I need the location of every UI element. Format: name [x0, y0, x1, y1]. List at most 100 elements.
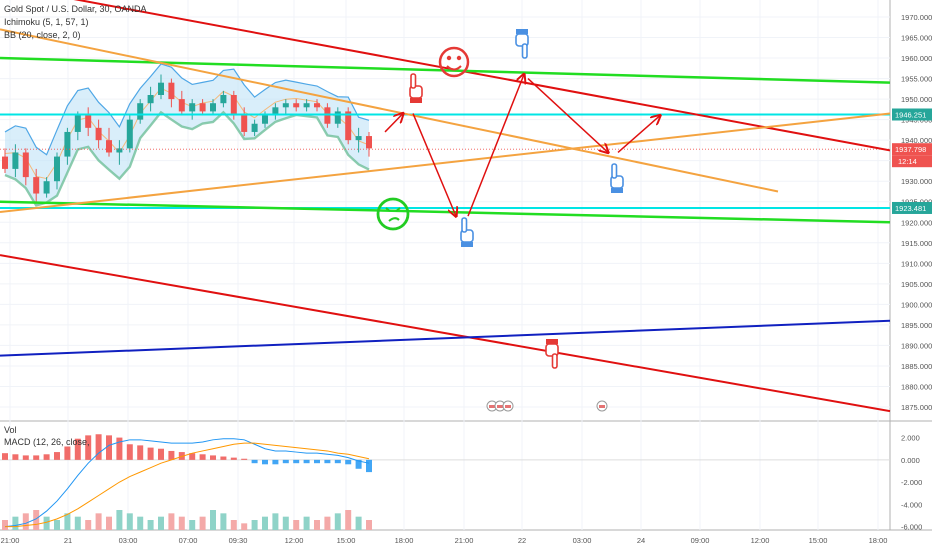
y-tick-label: 1890.000: [901, 341, 932, 350]
projection-arrow: [467, 74, 524, 217]
x-tick-label: 03:00: [119, 536, 138, 545]
candle-body: [210, 103, 216, 112]
volume-bar: [106, 516, 112, 530]
candle-body: [64, 131, 71, 157]
y-tick-label: 1905.000: [901, 280, 932, 289]
flag-mark: [497, 405, 503, 408]
candle-body: [189, 103, 196, 112]
volume-bar: [262, 516, 268, 530]
y-tick-label: 1875.000: [901, 403, 932, 412]
candle-body: [230, 95, 237, 116]
macd-histogram-bar: [74, 438, 81, 460]
volume-bar: [251, 520, 258, 530]
sub-pane-bg: [0, 422, 890, 530]
x-tick-label: 18:00: [869, 536, 888, 545]
candle-body: [366, 136, 372, 149]
smiley-face-icon: [438, 46, 470, 78]
candle-body: [168, 82, 175, 100]
signal-line: [5, 442, 370, 528]
confused-eye: [395, 207, 401, 212]
y-tick-label: 1950.000: [901, 95, 932, 104]
candle-body: [158, 82, 164, 95]
macd-tick-label: 2.000: [901, 434, 920, 443]
hand-finger: [410, 73, 417, 89]
macd-histogram-bar: [85, 435, 92, 460]
macd-histogram-bar: [158, 448, 164, 460]
earnings-flag-icon: [502, 400, 514, 412]
hand-finger: [551, 353, 558, 369]
macd-histogram-bar: [64, 446, 71, 460]
macd-histogram-bar: [293, 459, 300, 464]
macd-histogram-bar: [366, 459, 372, 473]
smiley-eye: [446, 55, 452, 61]
smiley-mouth: [446, 65, 462, 71]
symbol-title[interactable]: Gold Spot / U.S. Dollar, 30, OANDA: [4, 4, 147, 14]
x-tick-label: 09:30: [229, 536, 248, 545]
macd-histogram-bar: [106, 435, 112, 460]
pointing-hand-icon: [545, 339, 559, 369]
x-tick-label: 21:00: [455, 536, 474, 545]
confused-mouth: [388, 217, 400, 222]
macd-histogram-bar: [220, 456, 227, 460]
x-tick-label: 21:00: [1, 536, 20, 545]
x-tick-label: 12:00: [751, 536, 770, 545]
y-tick-label: 1955.000: [901, 75, 932, 84]
orange-trendline-down: [0, 28, 779, 193]
y-tick-label: 1910.000: [901, 259, 932, 268]
volume-bar: [314, 520, 320, 530]
macd-histogram-bar: [12, 454, 19, 460]
volume-bar: [54, 520, 60, 530]
earnings-flag-icon: [596, 400, 608, 412]
hand-finger: [611, 163, 618, 179]
smiley-eye: [456, 55, 462, 61]
macd-histogram-bar: [116, 437, 123, 460]
macd-tick-label: -4.000: [901, 500, 922, 509]
axes: 1970.000 1965.000 1960.000 1955.000 1950.000…: [1, 13, 932, 545]
volume-bar: [168, 513, 175, 530]
macd-histogram-bar: [251, 459, 258, 464]
hand-cuff: [410, 98, 422, 103]
x-tick-label: 15:00: [809, 536, 828, 545]
macd-histogram-bar: [199, 454, 206, 460]
trend-drawings: [0, 0, 891, 413]
confused-outline: [376, 197, 410, 231]
macd-histogram-bar: [95, 434, 102, 460]
ichimoku-legend[interactable]: Ichimoku (5, 1, 57, 1): [4, 17, 89, 27]
lower-level-tag-bg: [892, 201, 932, 214]
volume-bar: [230, 520, 237, 530]
lower-level-tag: 1923.481: [895, 204, 926, 213]
candle-body: [106, 140, 112, 153]
volume-bar: [2, 520, 8, 530]
volume-bar: [324, 516, 331, 530]
bb-legend[interactable]: BB (20, close, 2, 0): [4, 30, 81, 40]
confused-eye: [385, 207, 391, 212]
macd-legend[interactable]: MACD (12, 26, close,: [4, 437, 90, 447]
volume-bar: [189, 520, 196, 530]
volume-bar: [12, 516, 19, 530]
cloud-lower-line: [4, 110, 370, 207]
volume-bar: [137, 516, 144, 530]
vol-legend[interactable]: Vol: [4, 425, 17, 435]
volume-bar: [158, 516, 164, 530]
main-pane-bg: [0, 0, 890, 420]
flag-mark: [505, 405, 511, 408]
macd-histogram-bar: [262, 459, 268, 465]
macd-histogram-bar: [334, 459, 341, 464]
volume-bar: [85, 520, 92, 530]
projection-arrow: [617, 116, 660, 154]
volume-bar: [22, 513, 29, 530]
macd-histogram-bar: [168, 450, 175, 460]
candle-body: [324, 107, 331, 124]
y-tick-label: 1940.000: [901, 136, 932, 145]
candle-body: [126, 119, 133, 149]
last-price-tag-bg: [892, 143, 932, 156]
macd-histogram-bar: [2, 453, 8, 460]
volume-bar: [95, 513, 102, 530]
macd-histogram-bar: [230, 457, 237, 460]
candle-body: [43, 181, 50, 194]
blue-trendline: [0, 319, 891, 357]
volume-bar: [334, 513, 341, 530]
volume-bar: [355, 516, 362, 530]
